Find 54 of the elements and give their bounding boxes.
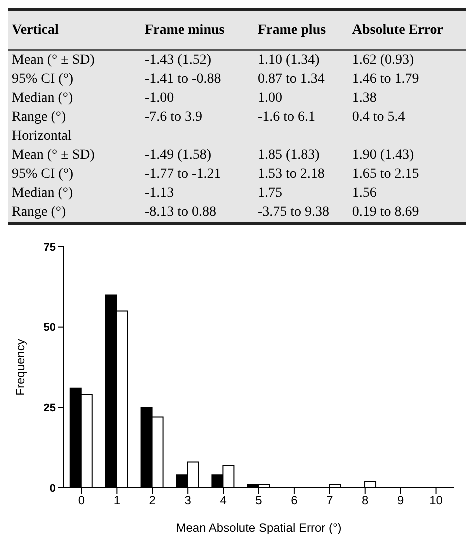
text: -1.13: [145, 186, 174, 200]
text: 0.19 to 8.69: [352, 204, 420, 220]
category-label: Vertical: [11, 22, 60, 40]
text: -7.6 to 3.9: [145, 110, 203, 124]
text: 1.46 to 1.79: [352, 72, 420, 86]
text: -1.49 (1.58): [145, 148, 212, 162]
text: -1.6 to 6.1: [258, 110, 316, 124]
category-label: Absolute Error: [351, 22, 445, 40]
category-label: 95% CI (°): [12, 166, 74, 182]
x-tick-label: 6: [291, 494, 298, 508]
x-tick-label: 10: [430, 494, 444, 508]
category-label: Mean (° ± SD): [12, 148, 95, 162]
y-tick-label: 25: [44, 402, 56, 415]
y-axis-title: Frequency: [13, 339, 28, 396]
x-tick-label: 4: [220, 494, 228, 508]
text: -3.75 to 9.38: [258, 204, 330, 220]
category-label: Mean (° ± SD): [12, 52, 95, 68]
text: 1.00: [258, 90, 282, 106]
y-tick-label: 0: [50, 482, 56, 495]
category-label: Horizontal: [12, 128, 72, 144]
text: 1.62 (0.93): [352, 52, 414, 68]
x-tick-label: 7: [326, 494, 334, 508]
text: 1.65 to 2.15: [352, 166, 420, 182]
text: 1.90 (1.43): [352, 148, 414, 162]
category-label: Median (°): [12, 90, 74, 106]
text: -1.43 (1.52): [145, 52, 212, 68]
y-tick-label: 50: [44, 322, 56, 334]
text: 0.87 to 1.34: [258, 72, 325, 86]
x-tick-label: 3: [184, 494, 192, 508]
x-tick-label: 0: [78, 494, 86, 508]
x-tick-label: 2: [149, 494, 156, 508]
text: 0.4 to 5.4: [352, 110, 406, 124]
x-axis-title: Mean Absolute Spatial Error (°): [176, 521, 342, 535]
category-label: Range (°): [12, 204, 66, 220]
x-tick-label: 9: [397, 494, 404, 508]
category-label: 95% CI (°): [12, 72, 74, 86]
text: 1.53 to 2.18: [258, 166, 325, 182]
text: 1.85 (1.83): [258, 148, 320, 162]
x-tick-label: 5: [256, 494, 263, 508]
x-tick-label: 8: [362, 494, 370, 508]
category-label: Frame minus: [144, 22, 226, 40]
y-tick-label: 75: [44, 242, 56, 254]
text: 1.56: [352, 186, 377, 200]
category-label: Range (°): [12, 110, 66, 124]
text: 1.75: [258, 186, 282, 200]
category-label: Frame plus: [257, 22, 328, 40]
text: -8.13 to 0.88: [145, 204, 217, 220]
text: 1.10 (1.34): [258, 52, 320, 68]
text: 1.38: [352, 90, 377, 106]
text: -1.77 to -1.21: [145, 166, 222, 182]
text: -1.41 to -0.88: [145, 72, 222, 86]
x-tick-label: 1: [114, 494, 121, 508]
text: -1.00: [145, 90, 174, 106]
category-label: Median (°): [12, 186, 74, 200]
